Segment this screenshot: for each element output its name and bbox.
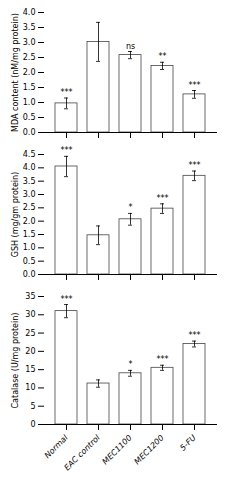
svg-text:4.0: 4.0 bbox=[23, 8, 36, 17]
svg-text:1.5: 1.5 bbox=[23, 83, 36, 92]
svg-text:25: 25 bbox=[25, 329, 35, 338]
svg-text:2.5: 2.5 bbox=[23, 53, 36, 62]
svg-text:MDA content (nM/mg protein): MDA content (nM/mg protein) bbox=[11, 13, 20, 132]
svg-text:***: *** bbox=[189, 161, 201, 170]
svg-text:0.0: 0.0 bbox=[23, 270, 36, 279]
svg-text:2.0: 2.0 bbox=[23, 68, 36, 77]
svg-text:20: 20 bbox=[25, 347, 35, 356]
svg-text:10: 10 bbox=[25, 383, 35, 392]
svg-text:**: ** bbox=[159, 52, 167, 61]
svg-text:0.5: 0.5 bbox=[23, 113, 36, 122]
svg-text:***: *** bbox=[157, 355, 169, 364]
svg-text:*: * bbox=[129, 203, 133, 212]
svg-text:1.0: 1.0 bbox=[23, 243, 36, 252]
svg-text:EAC control: EAC control bbox=[62, 433, 102, 473]
svg-text:4.0: 4.0 bbox=[23, 163, 36, 172]
svg-text:Catalase (U/mg protein): Catalase (U/mg protein) bbox=[11, 313, 20, 409]
svg-text:3.0: 3.0 bbox=[23, 38, 36, 47]
svg-text:Normal: Normal bbox=[43, 433, 70, 460]
svg-text:MEC1100: MEC1100 bbox=[101, 433, 134, 466]
svg-text:1.0: 1.0 bbox=[23, 98, 36, 107]
svg-text:*: * bbox=[129, 360, 133, 369]
svg-text:35: 35 bbox=[25, 292, 35, 301]
svg-text:3.0: 3.0 bbox=[23, 190, 36, 199]
svg-text:***: *** bbox=[189, 331, 201, 340]
svg-text:***: *** bbox=[157, 194, 169, 203]
svg-text:GSH (mg/gm protein): GSH (mg/gm protein) bbox=[11, 172, 20, 258]
svg-text:5-FU: 5-FU bbox=[178, 433, 198, 453]
svg-text:ns: ns bbox=[126, 42, 135, 51]
svg-text:5: 5 bbox=[30, 402, 35, 411]
svg-text:15: 15 bbox=[25, 365, 35, 374]
svg-text:0.5: 0.5 bbox=[23, 257, 36, 266]
svg-text:4.5: 4.5 bbox=[23, 150, 36, 159]
svg-text:***: *** bbox=[189, 81, 201, 90]
svg-text:0: 0 bbox=[30, 420, 35, 429]
svg-text:2.0: 2.0 bbox=[23, 217, 36, 226]
svg-text:3.5: 3.5 bbox=[23, 23, 36, 32]
svg-text:MEC1200: MEC1200 bbox=[133, 433, 166, 466]
svg-text:2.5: 2.5 bbox=[23, 203, 36, 212]
svg-text:1.5: 1.5 bbox=[23, 230, 36, 239]
svg-text:30: 30 bbox=[25, 310, 35, 319]
svg-text:***: *** bbox=[61, 295, 73, 304]
svg-text:***: *** bbox=[61, 146, 73, 155]
svg-text:0.0: 0.0 bbox=[23, 128, 36, 137]
svg-text:3.5: 3.5 bbox=[23, 177, 36, 186]
svg-text:***: *** bbox=[61, 88, 73, 97]
